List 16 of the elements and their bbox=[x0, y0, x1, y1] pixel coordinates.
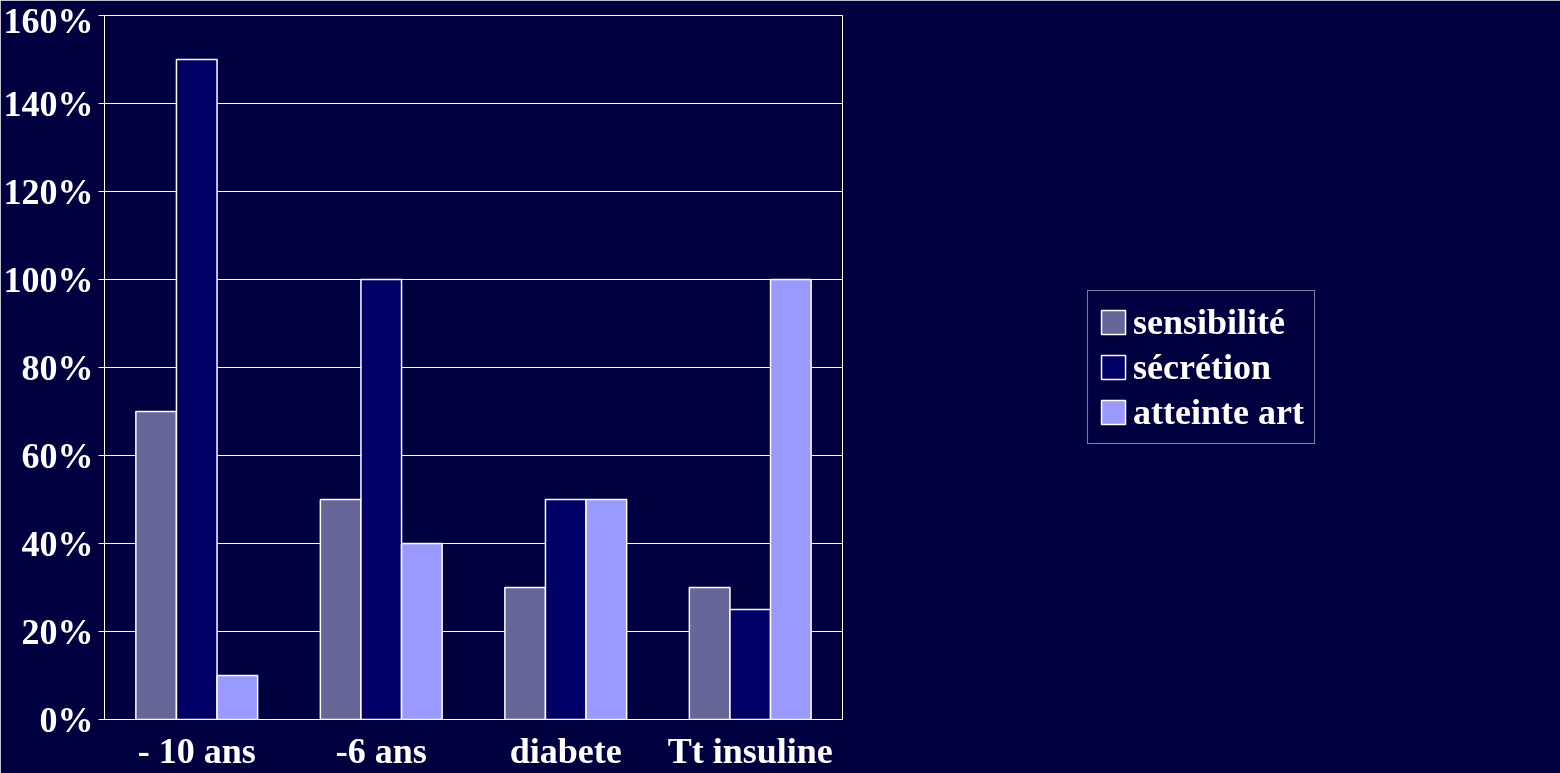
y-tick-label: 80% bbox=[21, 347, 94, 388]
y-tick-label: 40% bbox=[21, 523, 94, 564]
x-tick-label: - 10 ans bbox=[137, 730, 256, 771]
y-tick-label: 20% bbox=[21, 611, 94, 652]
y-tick-label: 100% bbox=[3, 259, 94, 300]
y-tick-label: 0% bbox=[39, 699, 94, 740]
x-tick-label: -6 ans bbox=[335, 730, 427, 771]
x-tick-label: Tt insuline bbox=[667, 730, 833, 771]
y-tick-label: 120% bbox=[3, 171, 94, 212]
y-tick-label: 140% bbox=[3, 83, 94, 124]
y-tick-label: 60% bbox=[21, 435, 94, 476]
legend-label: atteinte art bbox=[1133, 391, 1304, 433]
legend-label: sensibilité bbox=[1133, 301, 1286, 343]
x-tick-label: diabete bbox=[509, 730, 622, 771]
legend-label: sécrétion bbox=[1133, 346, 1271, 388]
y-tick-label: 160% bbox=[3, 0, 94, 41]
